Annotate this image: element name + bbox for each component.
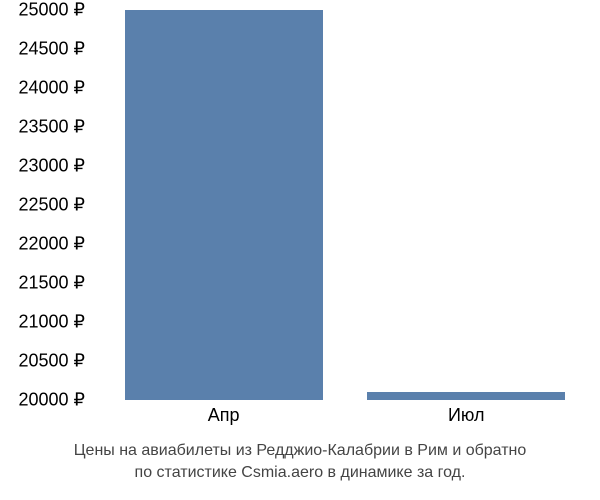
x-axis-labels: Апр Июл [95,405,590,435]
bar [125,10,323,400]
chart-container: 20000 ₽ 20500 ₽ 21000 ₽ 21500 ₽ 22000 ₽ 22500… [0,0,600,500]
x-tick-label: Апр [208,405,240,426]
caption-line-2: по статистике Csmia.aero в динамике за г… [0,462,600,484]
x-tick-label: Июл [448,405,485,426]
y-tick-label: 23500 ₽ [18,117,85,138]
y-tick-label: 25000 ₽ [18,0,85,21]
chart-caption: Цены на авиабилеты из Редджио-Калабрии в… [0,440,600,483]
caption-line-1: Цены на авиабилеты из Редджио-Калабрии в… [0,440,600,462]
y-tick-label: 23000 ₽ [18,156,85,177]
y-tick-label: 21000 ₽ [18,312,85,333]
y-axis-labels: 20000 ₽20500 ₽21000 ₽21500 ₽22000 ₽22500… [0,10,90,400]
y-tick-label: 20500 ₽ [18,351,85,372]
y-tick-label: 22000 ₽ [18,234,85,255]
y-tick-label: 20000 ₽ [18,390,85,411]
plot-area [95,10,590,400]
y-tick-label: 22500 ₽ [18,195,85,216]
y-tick-label: 24000 ₽ [18,78,85,99]
y-tick-label: 21500 ₽ [18,273,85,294]
bar [367,392,565,400]
y-tick-label: 24500 ₽ [18,39,85,60]
